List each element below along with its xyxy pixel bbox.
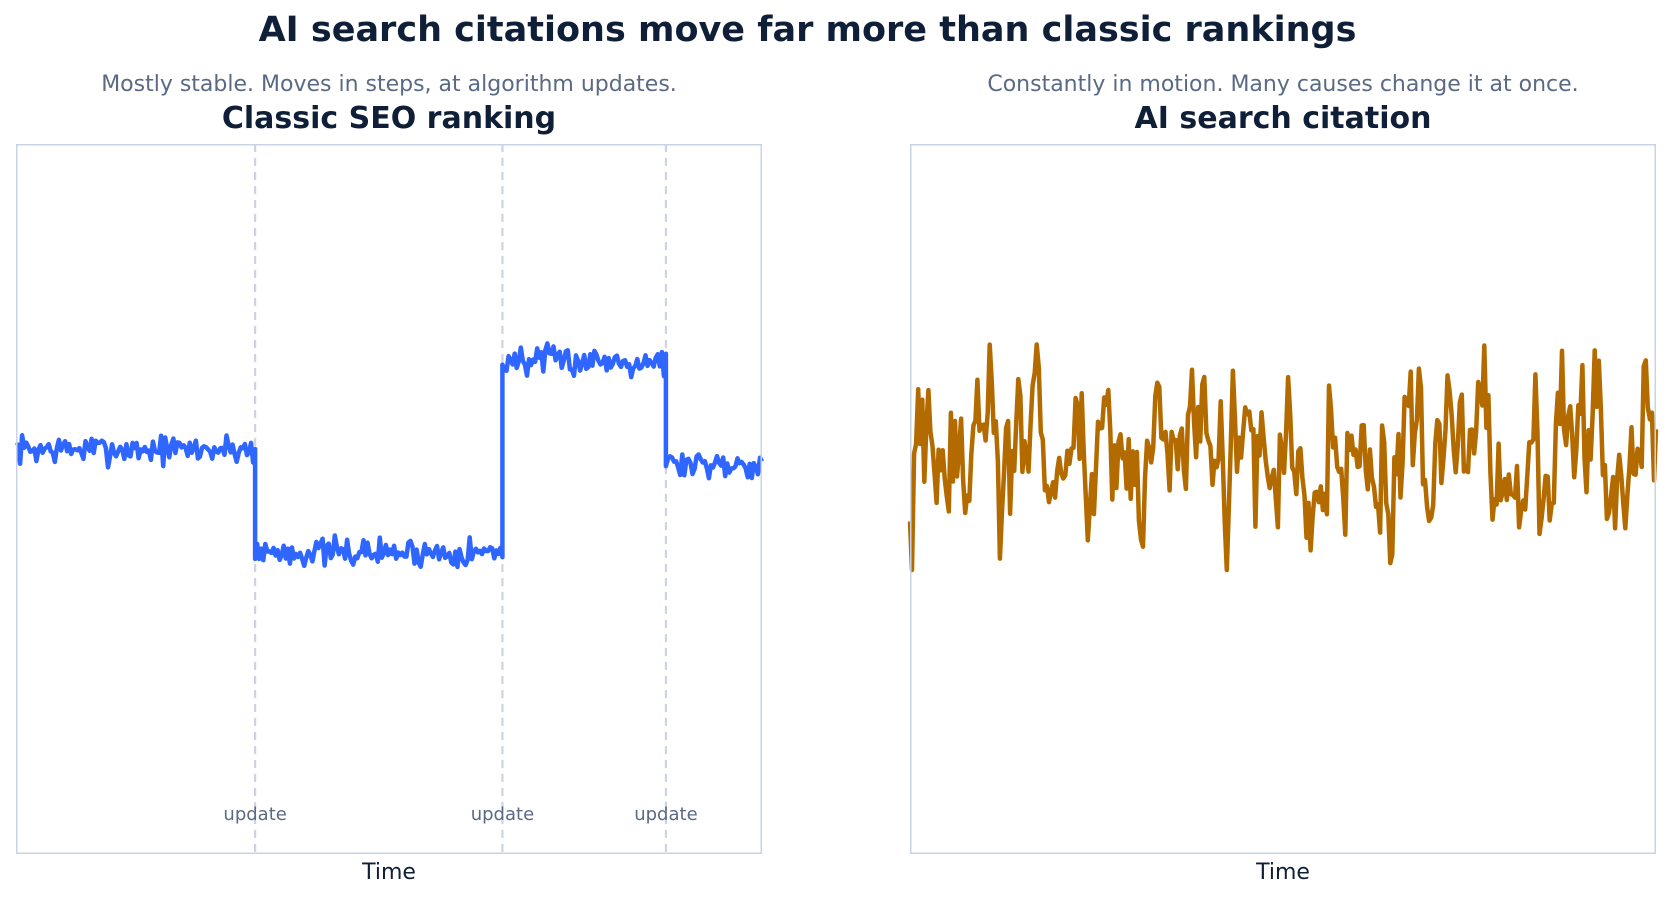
left-panel-subtitle: Mostly stable. Moves in steps, at algori…: [101, 72, 677, 97]
left-plot-frame: [16, 144, 762, 854]
update-marker-label-1: update: [223, 804, 286, 825]
left-panel-title: Classic SEO ranking: [221, 101, 557, 136]
right-panel-subtitle: Constantly in motion. Many causes change…: [987, 72, 1579, 97]
right-panel-title: AI search citation: [1134, 101, 1432, 136]
chart-main-title: AI search citations move far more than c…: [258, 10, 1357, 50]
update-marker-label-3: update: [634, 804, 697, 825]
left-x-axis-label: Time: [362, 860, 416, 885]
classic-seo-ranking-line: [15, 341, 764, 570]
update-marker-label-2: update: [471, 804, 534, 825]
right-plot-frame: [910, 144, 1656, 854]
classic-seo-ranking-plot: update update update: [15, 144, 764, 854]
right-x-axis-label: Time: [1256, 860, 1310, 885]
ai-search-citation-line: [907, 342, 1659, 573]
ai-search-citation-plot: [907, 144, 1659, 854]
